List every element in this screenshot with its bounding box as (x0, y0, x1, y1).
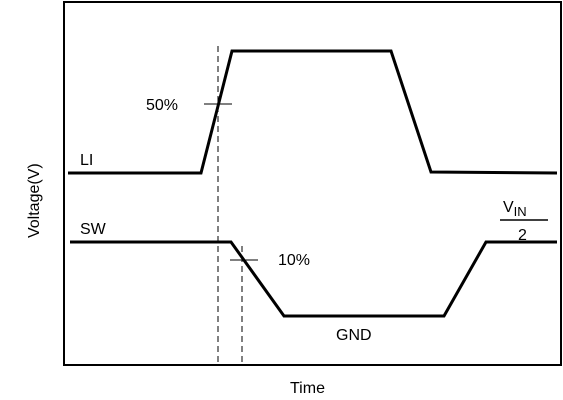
vin-numerator: VIN (503, 199, 527, 219)
vin-half-label: VIN 2 (500, 199, 548, 244)
y-axis-label: Voltage(V) (26, 163, 43, 238)
sw-label: SW (80, 221, 107, 238)
gnd-label: GND (336, 327, 372, 344)
li-waveform (68, 49, 558, 175)
plot-frame (63, 1, 562, 366)
sw-waveform (70, 240, 557, 318)
vin-denominator: 2 (518, 227, 527, 244)
li-label: LI (80, 152, 93, 169)
li-threshold-label: 50% (146, 97, 178, 114)
vin-numerator-main: V (503, 199, 514, 216)
sw-threshold-label: 10% (278, 252, 310, 269)
x-axis-label: Time (290, 380, 325, 397)
vin-numerator-sub: IN (514, 204, 527, 219)
